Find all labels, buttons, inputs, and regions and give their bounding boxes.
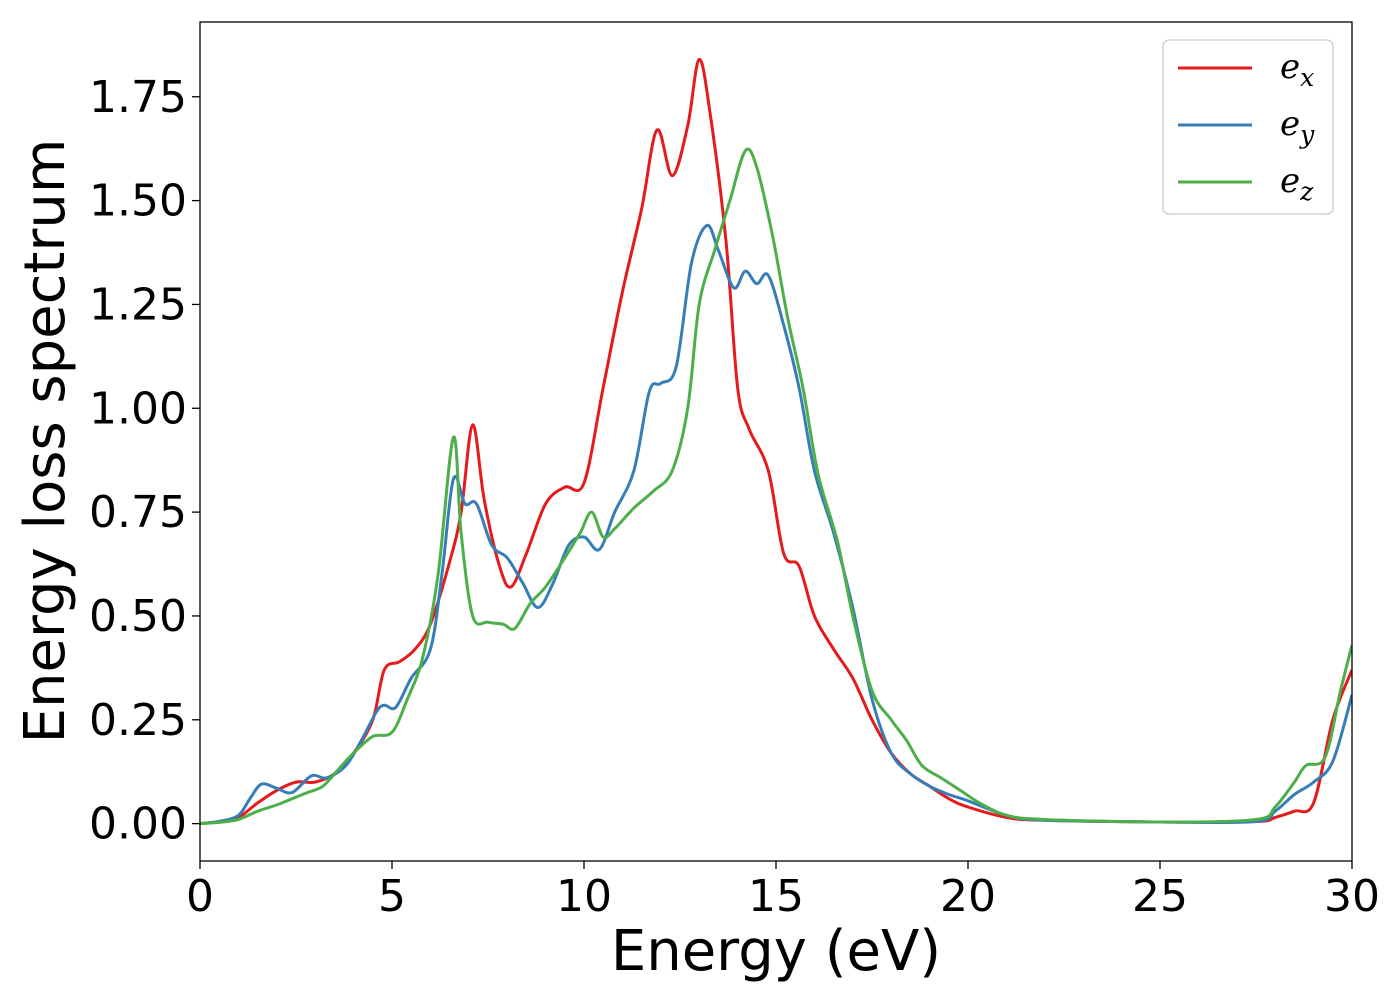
x-tick-label: 15 [748,871,804,922]
x-tick-label: 30 [1324,871,1380,922]
legend-frame [1162,39,1334,215]
y-tick-label: 0.75 [89,487,187,538]
y-tick-label: 0.00 [89,799,187,850]
x-tick-label: 20 [940,871,996,922]
series-line-ez [200,147,1352,826]
series-layer [200,57,1352,826]
y-tick-label: 0.50 [89,591,187,642]
x-axis: 0 5 10 15 20 25 30 [186,861,1380,922]
series-line-ex [200,57,1352,826]
y-tick-label: 1.25 [89,279,187,330]
legend-label-ez: ez [1280,161,1314,206]
legend-label-ex: ex [1280,47,1314,92]
x-tick-label: 5 [378,871,406,922]
x-tick-label: 10 [556,871,612,922]
y-axis-label: Energy loss spectrum [13,139,78,744]
x-axis-label: Energy (eV) [611,919,941,984]
x-tick-label: 0 [186,871,214,922]
series-line-ey [200,223,1352,826]
y-axis: 0.00 0.25 0.50 0.75 1.00 1.25 1.50 1.75 [89,72,200,850]
y-tick-label: 1.50 [89,176,187,227]
y-tick-label: 0.25 [89,695,187,746]
legend-label-ey: ey [1280,104,1315,149]
x-tick-label: 25 [1132,871,1188,922]
y-tick-label: 1.00 [89,383,187,434]
y-tick-label: 1.75 [89,72,187,123]
legend: ex ey ez [1162,39,1334,215]
